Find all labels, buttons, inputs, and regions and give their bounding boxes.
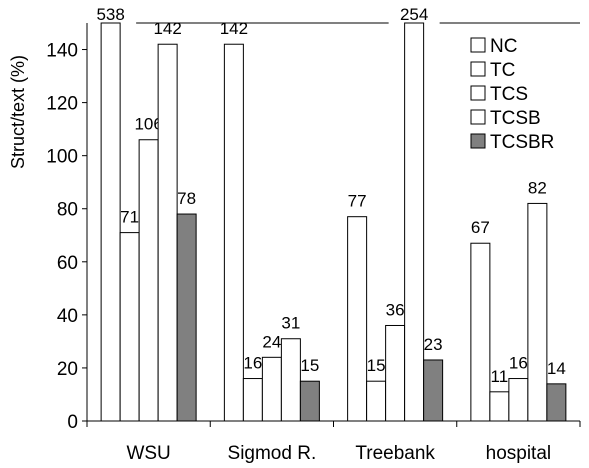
bar-tcsb-hospital — [527, 202, 548, 422]
y-tick-label: 100 — [46, 147, 78, 168]
legend-swatch-tc — [470, 61, 486, 77]
bar-tcsbr-hospital — [546, 383, 567, 422]
x-category-label: WSU — [126, 443, 170, 464]
y-tick-label: 140 — [46, 41, 78, 62]
bar-tc-wsu — [119, 232, 140, 422]
data-label: 11 — [491, 367, 509, 386]
plot-area: 0204060801001201405387110614278142162431… — [46, 5, 581, 464]
y-tick-label: 60 — [57, 253, 78, 274]
bar-tcsb-treebank — [404, 22, 425, 422]
y-tick-label: 120 — [46, 94, 78, 115]
data-label: 15 — [367, 356, 386, 375]
data-label: 31 — [281, 314, 300, 333]
data-label: 142 — [220, 19, 248, 38]
bar-tcs-hospital — [508, 378, 529, 422]
bar-nc-sigmod-r- — [223, 43, 244, 422]
data-label: 36 — [386, 300, 405, 319]
bar-tcs-sigmod-r- — [261, 356, 282, 422]
bar-tcsbr-wsu — [176, 213, 197, 422]
legend-swatch-tcs — [470, 85, 486, 101]
legend-swatch-nc — [470, 37, 486, 53]
data-label: 78 — [177, 189, 196, 208]
bar-nc-hospital — [470, 242, 491, 422]
legend-label-nc: NC — [490, 36, 517, 57]
legend-label-tcs: TCS — [490, 84, 528, 105]
data-label: 82 — [528, 178, 547, 197]
data-label: 67 — [471, 218, 490, 237]
data-label: 106 — [134, 115, 162, 134]
data-label: 15 — [300, 356, 319, 375]
legend-label-tcsb: TCSB — [490, 108, 541, 129]
data-label: 142 — [153, 19, 181, 38]
bar-tcsb-wsu — [157, 43, 178, 422]
legend-swatch-tcsb — [470, 109, 486, 125]
x-category-label: Sigmod R. — [228, 443, 317, 464]
bar-tcsbr-sigmod-r- — [299, 380, 320, 422]
data-label: 77 — [348, 192, 367, 211]
data-label: 254 — [400, 5, 428, 24]
data-label: 16 — [243, 354, 262, 373]
legend-label-tcsbr: TCSBR — [490, 132, 554, 153]
x-category-label: Treebank — [355, 443, 435, 464]
y-tick-label: 40 — [57, 306, 78, 327]
bar-tcs-treebank — [385, 324, 406, 422]
bar-tc-hospital — [489, 391, 510, 422]
bar-tc-treebank — [366, 380, 387, 422]
data-label: 538 — [96, 5, 124, 24]
data-label: 16 — [509, 354, 528, 373]
bar-nc-treebank — [347, 216, 368, 422]
legend: NC TC TCS TCSB TCSBR — [463, 30, 573, 154]
data-label: 71 — [120, 208, 139, 227]
y-tick-label: 0 — [67, 412, 78, 433]
bar-tcs-wsu — [138, 139, 159, 422]
legend-label-tc: TC — [490, 60, 515, 81]
data-label: 14 — [547, 359, 566, 378]
y-tick-label: 80 — [57, 200, 78, 221]
y-axis-label: Struct/text (%) — [8, 55, 28, 169]
data-label: 23 — [424, 335, 443, 354]
data-label: 24 — [262, 332, 281, 351]
bar-tcsbr-treebank — [423, 359, 444, 422]
y-tick-label: 20 — [57, 359, 78, 380]
legend-swatch-tcsbr — [470, 133, 486, 149]
bar-tcsb-sigmod-r- — [280, 338, 301, 422]
x-category-label: hospital — [486, 443, 552, 464]
bar-nc-wsu — [100, 22, 121, 422]
bar-tc-sigmod-r- — [242, 378, 263, 422]
